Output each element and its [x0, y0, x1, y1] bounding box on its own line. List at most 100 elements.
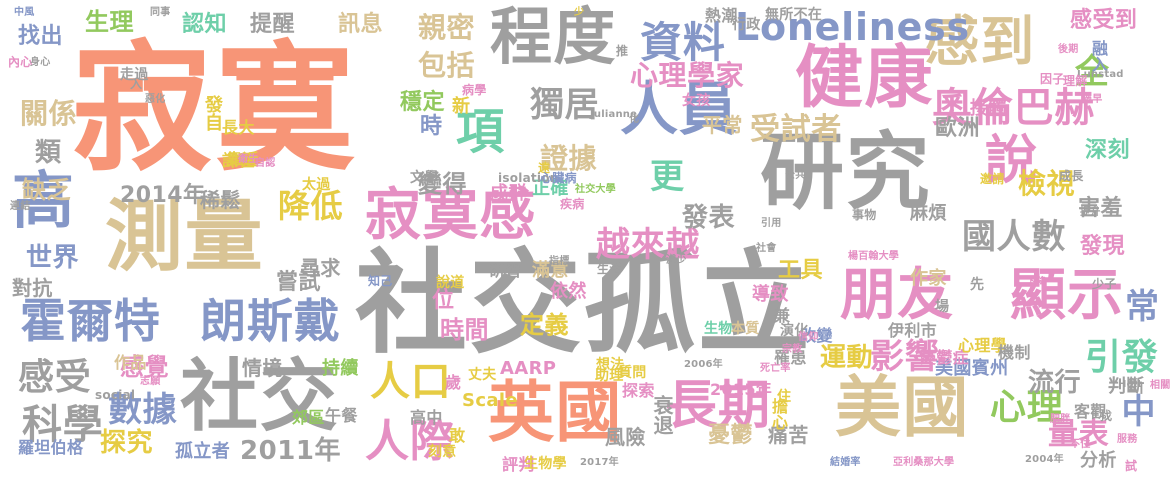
cloud-word: 朋友 — [840, 263, 955, 328]
cloud-word: 生物學 — [524, 456, 567, 472]
cloud-word: 受試者 — [750, 112, 842, 147]
cloud-word: 孤立者 — [175, 441, 231, 462]
cloud-word: 惡化 — [145, 94, 166, 105]
cloud-word: 時間 — [440, 316, 489, 344]
cloud-word: 寂寞感 — [365, 183, 537, 248]
cloud-word: 項 — [456, 104, 505, 160]
cloud-word: Lunstad — [1077, 69, 1124, 80]
cloud-word: 2004年 — [1025, 454, 1064, 465]
cloud-word: 感到 — [925, 10, 1036, 73]
cloud-word: 變得 — [418, 170, 467, 198]
cloud-word: 越來越 — [596, 225, 701, 265]
cloud-word: 連結 — [10, 201, 31, 212]
cloud-word: 死亡率 — [760, 363, 791, 374]
cloud-word: 高中 — [410, 408, 443, 427]
cloud-word: 助理 — [595, 368, 624, 384]
cloud-word: 認知 — [182, 12, 227, 37]
cloud-word: 成長 — [1059, 169, 1084, 183]
cloud-word: 丈夫 — [468, 367, 497, 383]
cloud-word: 知己 — [368, 274, 393, 288]
cloud-word: 因子 — [1040, 72, 1065, 86]
cloud-word: 下降 — [1026, 277, 1047, 288]
cloud-word: 研究 — [760, 123, 932, 221]
cloud-word: 探索 — [622, 381, 655, 400]
cloud-word: 推 — [616, 44, 629, 58]
cloud-word: 生理 — [85, 8, 134, 36]
cloud-word: 社交 — [180, 352, 340, 442]
cloud-word: 宗教 — [782, 344, 803, 355]
cloud-word: 發表 — [682, 203, 736, 233]
cloud-word: 心臟病 — [540, 171, 577, 185]
cloud-word: 本質 — [731, 321, 760, 337]
cloud-word: 獨居 — [530, 85, 600, 125]
cloud-word: isolation — [498, 171, 559, 185]
cloud-word: 量表 — [1048, 417, 1110, 452]
cloud-word: 疾病 — [560, 197, 585, 211]
cloud-word: 證據 — [540, 142, 598, 175]
cloud-word: 滿意 — [532, 260, 569, 281]
cloud-word: 伊利市 — [888, 321, 937, 340]
cloud-word: 羅坦伯格 — [18, 438, 84, 457]
cloud-word: 內心 — [8, 55, 33, 69]
cloud-word: 引發 — [1085, 337, 1159, 378]
cloud-word: 行政 — [732, 17, 761, 33]
cloud-word: 找出 — [18, 24, 63, 49]
cloud-word: 關係 — [20, 97, 78, 130]
cloud-word: 演化 — [780, 323, 809, 339]
cloud-word: 2017年 — [580, 457, 619, 468]
cloud-word: 不住 — [1070, 439, 1091, 450]
cloud-word: 穩定 — [400, 90, 445, 115]
cloud-word: 長期 — [665, 376, 772, 436]
cloud-word: 世界 — [26, 243, 80, 273]
cloud-word: Loneliness — [735, 5, 970, 49]
cloud-word: 住 — [777, 389, 792, 405]
cloud-word: 心理學 — [958, 336, 1007, 355]
cloud-word: 志願 — [140, 376, 161, 387]
cloud-word: 融入 — [1089, 40, 1108, 72]
cloud-word: 美國賓州 — [935, 358, 1009, 379]
cloud-word: social — [95, 388, 136, 402]
cloud-word: 理解 — [1063, 74, 1088, 88]
cloud-word: 檢視 — [1018, 167, 1076, 200]
cloud-word: 接觸 — [970, 98, 1007, 119]
cloud-word: 朗斯戴 — [200, 294, 341, 348]
cloud-word: 全 — [1075, 52, 1110, 92]
cloud-word: 提升 — [1080, 207, 1101, 218]
cloud-word: 降低 — [278, 187, 344, 225]
cloud-word: 太過 — [302, 177, 331, 193]
cloud-word: 深刻 — [1085, 138, 1130, 163]
cloud-word: 依然 — [550, 281, 587, 302]
cloud-word: 尋求 — [300, 256, 341, 280]
cloud-word: 人際 — [365, 416, 455, 467]
cloud-word: 後期 — [1058, 44, 1079, 55]
cloud-word: 入 — [130, 77, 143, 91]
cloud-word: 感覺 — [120, 353, 169, 381]
cloud-word: 憂鬱 — [708, 423, 753, 448]
cloud-word: 改變 — [800, 326, 833, 345]
cloud-word: 風險 — [605, 425, 646, 449]
cloud-word: 楊百翰大學 — [848, 251, 899, 262]
cloud-word: 熱潮 — [705, 6, 738, 25]
cloud-word: 中 — [1115, 393, 1155, 427]
cloud-word: 包括 — [418, 49, 476, 82]
cloud-word: 定義 — [520, 311, 569, 339]
cloud-word: 運動 — [820, 343, 874, 373]
cloud-word: 公共 — [785, 170, 806, 181]
cloud-word: 人口 — [370, 359, 452, 405]
cloud-word: 害羞 — [1078, 196, 1123, 221]
cloud-word: 新 — [452, 96, 471, 117]
cloud-word: 憂鬱症 — [920, 348, 969, 367]
cloud-word: 同事 — [150, 7, 171, 18]
cloud-word: 信仰 — [798, 332, 819, 343]
cloud-word: 郊區 — [292, 408, 325, 427]
cloud-word: 感受到 — [1070, 8, 1138, 33]
cloud-word: 無所不在 — [765, 7, 823, 23]
cloud-word: 常 — [1125, 287, 1160, 327]
cloud-word: 身心 — [30, 57, 51, 68]
cloud-word: 課程 — [222, 151, 255, 170]
cloud-word: 感受 — [18, 357, 92, 398]
cloud-word: 情境 — [242, 356, 283, 380]
cloud-word: 2014年 — [120, 183, 206, 208]
cloud-word: 減少 — [666, 255, 687, 266]
